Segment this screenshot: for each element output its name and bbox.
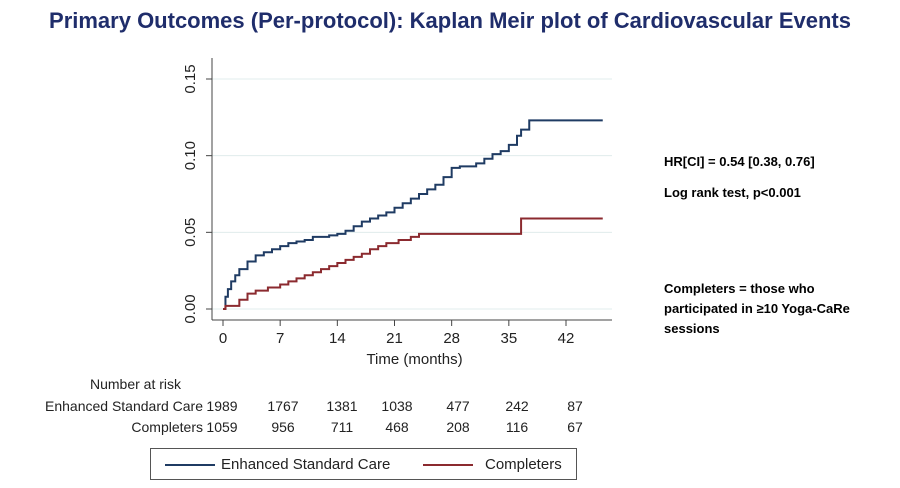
x-axis-label: Time (months) bbox=[366, 351, 462, 368]
risk-row-label-completers: Completers bbox=[131, 419, 203, 435]
risk-value-enhanced-0: 1989 bbox=[206, 398, 238, 414]
x-tick-label-14: 14 bbox=[329, 330, 346, 347]
x-tick-label-35: 35 bbox=[500, 330, 517, 347]
risk-value-completers-1: 956 bbox=[271, 419, 295, 435]
legend-line-enhanced bbox=[165, 464, 215, 466]
risk-value-enhanced-6: 87 bbox=[567, 398, 583, 414]
risk-value-completers-6: 67 bbox=[567, 419, 583, 435]
series-layer bbox=[223, 119, 603, 310]
x-tick-label-7: 7 bbox=[276, 330, 284, 347]
risk-value-completers-3: 468 bbox=[385, 419, 409, 435]
log-rank-note: Log rank test, p<0.001 bbox=[664, 185, 801, 200]
legend-label-enhanced: Enhanced Standard Care bbox=[221, 456, 391, 473]
risk-value-enhanced-1: 1767 bbox=[267, 398, 299, 414]
risk-value-completers-2: 711 bbox=[330, 419, 354, 435]
completers-definition-line1: Completers = those who bbox=[664, 281, 815, 296]
completers-definition-line2: participated in ≥10 Yoga-CaRe bbox=[664, 301, 850, 316]
risk-value-completers-5: 116 bbox=[505, 419, 529, 435]
risk-value-completers-0: 1059 bbox=[206, 419, 238, 435]
series-line-completers bbox=[223, 217, 603, 310]
risk-value-enhanced-2: 1381 bbox=[326, 398, 358, 414]
y-tick-label-3: 0.15 bbox=[182, 64, 199, 93]
y-tick-label-2: 0.10 bbox=[182, 141, 199, 170]
hazard-ratio-note: HR[CI] = 0.54 [0.38, 0.76] bbox=[664, 154, 815, 169]
risk-value-enhanced-4: 477 bbox=[446, 398, 470, 414]
risk-table-header: Number at risk bbox=[90, 376, 182, 392]
completers-definition-line3: sessions bbox=[664, 321, 720, 336]
chart-title: Primary Outcomes (Per-protocol): Kaplan … bbox=[49, 8, 851, 33]
risk-value-completers-4: 208 bbox=[446, 419, 470, 435]
legend-line-completers bbox=[423, 464, 473, 466]
series-line-enhanced-standard-care bbox=[223, 119, 603, 310]
grid-layer bbox=[212, 78, 612, 310]
x-tick-label-21: 21 bbox=[386, 330, 403, 347]
risk-value-enhanced-5: 242 bbox=[505, 398, 529, 414]
risk-row-label-enhanced: Enhanced Standard Care bbox=[45, 398, 203, 414]
legend-label-completers: Completers bbox=[485, 456, 562, 473]
legend: Enhanced Standard Care Completers bbox=[150, 448, 577, 480]
x-tick-label-28: 28 bbox=[443, 330, 460, 347]
x-tick-label-42: 42 bbox=[558, 330, 575, 347]
x-tick-label-0: 0 bbox=[219, 330, 227, 347]
risk-value-enhanced-3: 1038 bbox=[381, 398, 413, 414]
tick-layer: 0 7 14 21 28 35 42 0.00 0.05 0.10 0.15 bbox=[182, 64, 574, 347]
y-tick-label-0: 0.00 bbox=[182, 294, 199, 323]
y-tick-label-1: 0.05 bbox=[182, 218, 199, 247]
